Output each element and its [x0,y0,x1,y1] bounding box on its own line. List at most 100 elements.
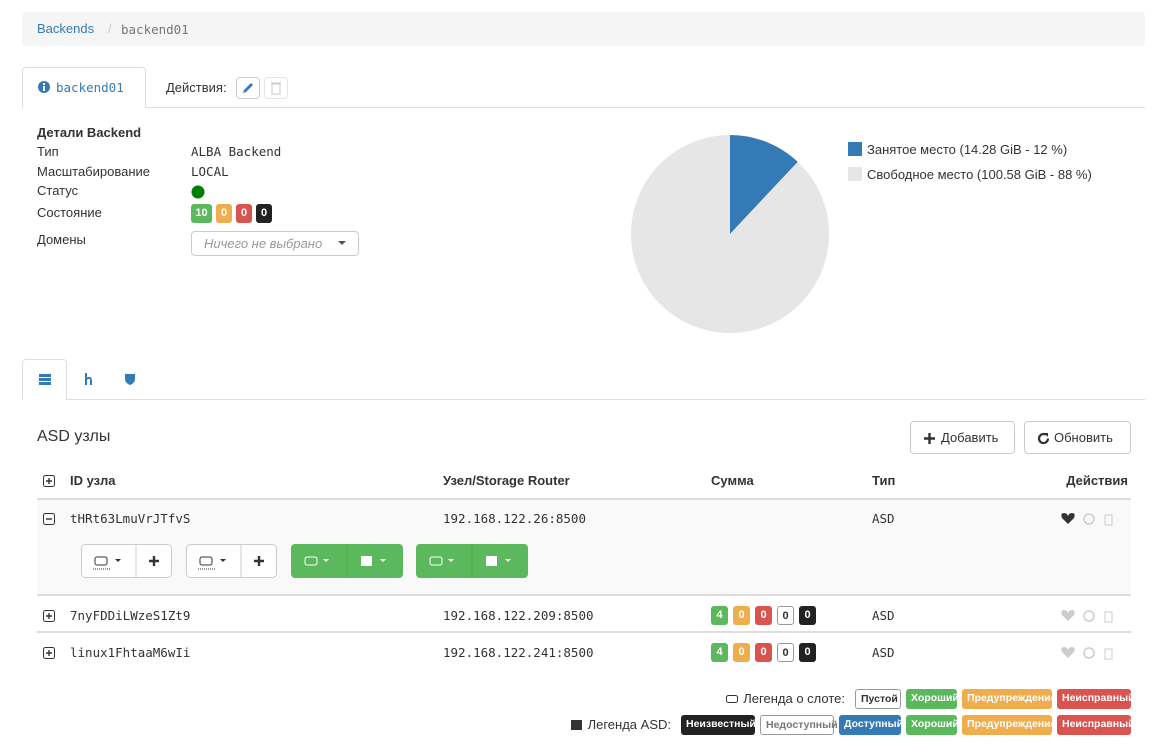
tab-icon-h[interactable] [83,372,95,386]
delete-button[interactable] [264,77,288,99]
pie-chart [631,135,829,333]
sum-badge: 0 [799,606,816,625]
add-button[interactable]: Добавить [910,421,1015,454]
box-icon [361,556,372,566]
legend-label: Свободное место (100.58 GiB - 88 %) [867,167,1092,182]
expand-icon[interactable] [43,610,55,622]
expand-icon[interactable] [43,513,55,525]
heart-icon [1061,610,1075,621]
sum-badge: 0 [755,643,772,662]
caret [380,559,386,562]
disk-icon [726,695,738,703]
node-type: ASD [872,511,895,526]
breadcrumb-separator: / [108,21,112,36]
disk-button-group[interactable] [291,544,403,578]
legend-title: Легенда о слоте: [743,691,845,706]
caret [505,559,511,562]
edit-button[interactable] [236,77,260,99]
legend-badge: Предупреждение [962,715,1056,735]
info-icon [38,81,50,93]
disk-button-group[interactable] [186,544,298,578]
sum-badge: 0 [799,643,816,662]
node-address: 192.168.122.209:8500 [443,608,594,623]
legend-badge: Предупреждение [962,689,1056,709]
expand-sign [46,478,52,484]
edit-icon [243,83,253,93]
expand-sign [46,613,52,619]
caret [323,559,329,562]
detail-label: Домены [37,232,86,247]
heart-icon [1061,513,1075,524]
table-row [37,597,1131,633]
node-id: tHRt63LmuVrJTfvS [70,511,191,526]
column-header: Действия [1066,473,1128,488]
column-header: Сумма [711,473,754,488]
status-dot-circle [191,185,205,199]
heart-icon [1061,647,1075,658]
disk-button-group[interactable] [416,544,528,578]
status-icon [1083,610,1095,622]
row-actions[interactable] [1060,645,1120,661]
breadcrumb-current: backend01 [121,22,189,37]
sum-badge: 0 [733,606,750,625]
sum-badge: 4 [711,606,728,625]
state-badge: 0 [216,204,232,223]
legend-badge: Хороший [906,689,959,709]
caret [220,559,226,562]
tab-line [22,399,1145,400]
details-title: Детали Backend [37,125,142,140]
trash-icon [1104,648,1113,660]
box-icon [571,720,582,730]
legend-badge: Пустой [855,689,901,709]
tab-nodes[interactable] [22,359,67,400]
add-label: Добавить [941,430,999,445]
node-type: ASD [872,645,895,660]
sum-badge: 0 [733,643,750,662]
row-actions[interactable] [1060,608,1120,624]
asd-title: ASD узлы [37,428,111,445]
trash-icon [1104,611,1113,623]
sum-badge: 0 [777,606,794,625]
disk-button-group[interactable] [81,544,193,578]
sum-badge: 0 [755,606,772,625]
state-badge: 10 [191,204,212,223]
disk-icon [199,556,213,566]
status-icon [1083,513,1095,525]
expand-icon[interactable] [43,475,55,487]
refresh-button[interactable]: Обновить [1024,421,1131,454]
column-header: ID узла [70,473,116,488]
row-actions[interactable] [1060,511,1120,527]
expand-sign [46,650,52,656]
node-address: 192.168.122.26:8500 [443,511,586,526]
refresh-label: Обновить [1054,430,1113,445]
plus-icon [149,556,159,566]
caret [448,559,454,562]
expand-box [43,610,55,622]
detail-label: Состояние [37,205,102,220]
breadcrumb-link[interactable]: Backends [37,21,95,36]
expand-icon[interactable] [43,647,55,659]
legend-badge: Хороший [906,715,959,735]
legend-icon [571,720,582,730]
domains-select[interactable] [191,231,359,256]
column-header: Тип [872,473,896,488]
breadcrumb [22,12,1145,46]
detail-value: LOCAL [191,164,229,179]
legend-swatch [848,167,862,181]
header-border [37,498,1131,500]
plus-icon [924,433,935,444]
tab-icon-shield[interactable] [124,372,136,386]
expand-box [43,647,55,659]
legend-badge: Недоступный [760,715,838,735]
detail-value: ALBA Backend [191,144,282,159]
node-id: linux1FhtaaM6wIi [70,645,191,660]
column-header: Узел/Storage Router [443,473,570,488]
sum-badge: 4 [711,643,728,662]
legend-swatch [848,142,862,156]
disk-icon [94,556,108,566]
node-id: 7nyFDDiLWzeS1Zt9 [70,608,191,623]
state-badge: 0 [256,204,272,223]
status-icon [1083,647,1095,659]
